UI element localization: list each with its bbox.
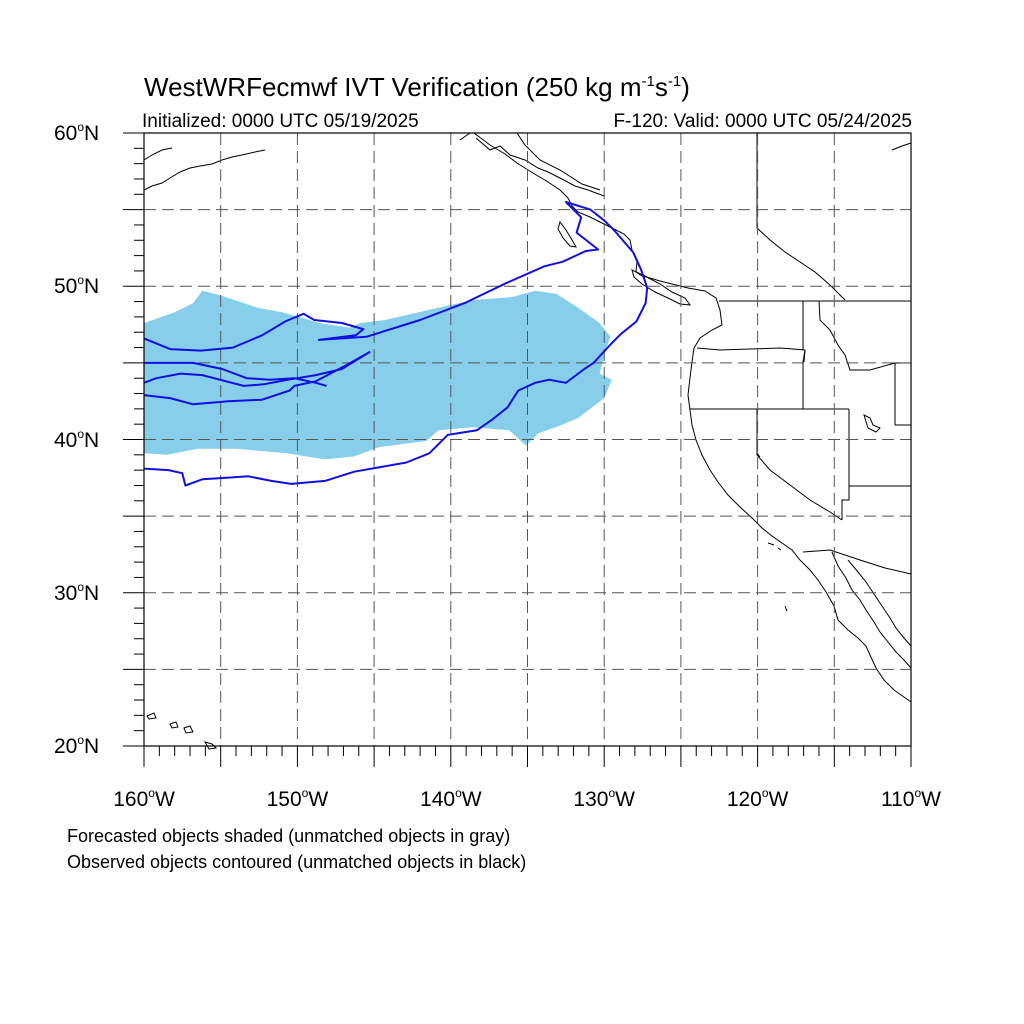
haida-gwaii-outline (557, 220, 577, 248)
us-mexico-border (802, 549, 912, 575)
map-title: WestWRFecmwf IVT Verification (250 kg m-… (144, 72, 690, 102)
latitude-label: 60oN (54, 120, 100, 145)
alaska-mainland-coastline (459, 132, 605, 197)
canada-northeast-coastline (891, 142, 912, 151)
mainland-mexico-coastline (847, 559, 912, 647)
us-west-coastline (687, 324, 839, 621)
observed-ivt-contour (144, 361, 327, 387)
hawaii-islands (146, 712, 218, 750)
observed-ivt-contour (143, 201, 649, 487)
gulf-of-california-coastline (831, 551, 912, 669)
latitude-label: 50oN (54, 273, 100, 299)
baja-coastline (837, 619, 912, 703)
legend-forecast: Forecasted objects shaded (unmatched obj… (67, 826, 511, 846)
nevada-utah-border (841, 409, 850, 520)
idaho-wyoming-border (894, 363, 911, 426)
valid-time: F-120: Valid: 0000 UTC 05/24/2025 (613, 111, 912, 132)
initialized-time: Initialized: 0000 UTC 05/19/2025 (142, 111, 419, 132)
longitude-label: 120oW (726, 786, 789, 811)
longitude-label: 110oW (881, 786, 941, 811)
longitude-label: 160oW (113, 786, 175, 811)
oregon-idaho-border (802, 349, 806, 409)
coastline-layer (143, 132, 912, 750)
lake-tahoe (756, 452, 761, 458)
forecast-object-layer (144, 290, 612, 460)
latitude-label: 20oN (54, 733, 100, 758)
alaska-peninsula-coastline (143, 147, 266, 191)
alaska-canada-border (516, 132, 601, 191)
longitude-label: 150oW (266, 786, 329, 811)
observed-ivt-contour (143, 351, 371, 406)
longitude-label: 130oW (573, 786, 635, 811)
latitude-label: 40oN (54, 426, 100, 452)
graticule-layer (144, 133, 911, 746)
latitude-label: 30oN (54, 579, 100, 605)
idaho-montana-border (818, 300, 896, 371)
tick-layer (123, 132, 912, 767)
longitude-label: 140oW (420, 786, 482, 811)
vancouver-island-outline (631, 269, 692, 306)
observed-object-layer (143, 201, 649, 487)
washington-oregon-border (696, 347, 806, 363)
bc-alberta-border (756, 133, 846, 301)
great-salt-lake (863, 414, 881, 433)
forecast-ivt-object (144, 290, 612, 460)
california-nevada-border (756, 409, 843, 521)
legend-observed: Observed objects contoured (unmatched ob… (67, 852, 527, 872)
alaska-bc-coastline (473, 132, 723, 326)
channel-islands (767, 542, 788, 612)
